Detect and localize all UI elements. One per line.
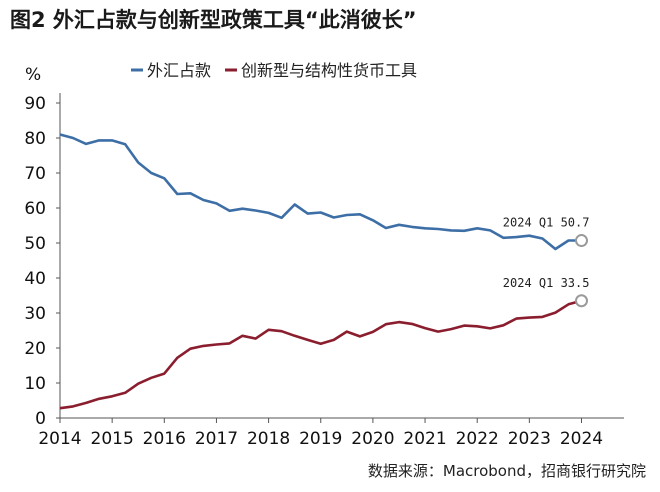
x-tick-label: 2014 bbox=[38, 429, 81, 449]
y-tick-label: 40 bbox=[24, 269, 46, 289]
x-tick-label: 2022 bbox=[456, 429, 499, 449]
y-axis-unit-label: % bbox=[25, 65, 41, 85]
x-tick-label: 2023 bbox=[508, 429, 551, 449]
x-tick-label: 2019 bbox=[299, 429, 342, 449]
x-tick-label: 2021 bbox=[403, 429, 446, 449]
y-tick-label: 50 bbox=[24, 234, 46, 254]
y-tick-label: 90 bbox=[24, 94, 46, 114]
source-note: 数据来源：Macrobond，招商银行研究院 bbox=[367, 462, 646, 480]
x-tick-label: 2015 bbox=[91, 429, 134, 449]
chart-legend: 外汇占款 创新型与结构性货币工具 bbox=[131, 61, 417, 80]
figure-title: 图2 外汇占款与创新型政策工具“此消彼长” bbox=[10, 8, 417, 32]
x-tick-label: 2018 bbox=[247, 429, 290, 449]
end-point-label: 2024 Q1 50.7 bbox=[503, 216, 590, 230]
y-tick-label: 70 bbox=[24, 164, 46, 184]
series-line-structural-tools bbox=[59, 299, 582, 410]
y-tick-label: 10 bbox=[24, 374, 46, 394]
end-point-marker bbox=[574, 234, 588, 248]
x-tick-label: 2024 bbox=[560, 429, 603, 449]
chart-annotations: 2024 Q1 50.7 2024 Q1 33.5 bbox=[503, 216, 590, 308]
y-tick-label: 80 bbox=[24, 129, 46, 149]
x-tick-label: 2017 bbox=[195, 429, 238, 449]
end-point-marker bbox=[574, 294, 588, 308]
y-tick-label: 30 bbox=[24, 304, 46, 324]
x-tick-label: 2016 bbox=[143, 429, 186, 449]
y-tick-label: 20 bbox=[24, 339, 46, 359]
chart-axes: % 0 10 20 30 40 50 60 70 80 90 2014 2015 2016 2017 2018… bbox=[24, 65, 624, 449]
y-tick-label: 0 bbox=[35, 409, 46, 429]
legend-label: 外汇占款 bbox=[147, 61, 211, 80]
series-line-fx-reserves bbox=[59, 133, 582, 251]
y-tick-label: 60 bbox=[24, 199, 46, 219]
chart-series bbox=[59, 133, 582, 410]
x-tick-label: 2020 bbox=[351, 429, 394, 449]
end-point-label: 2024 Q1 33.5 bbox=[503, 276, 590, 290]
legend-label: 创新型与结构性货币工具 bbox=[241, 61, 417, 80]
